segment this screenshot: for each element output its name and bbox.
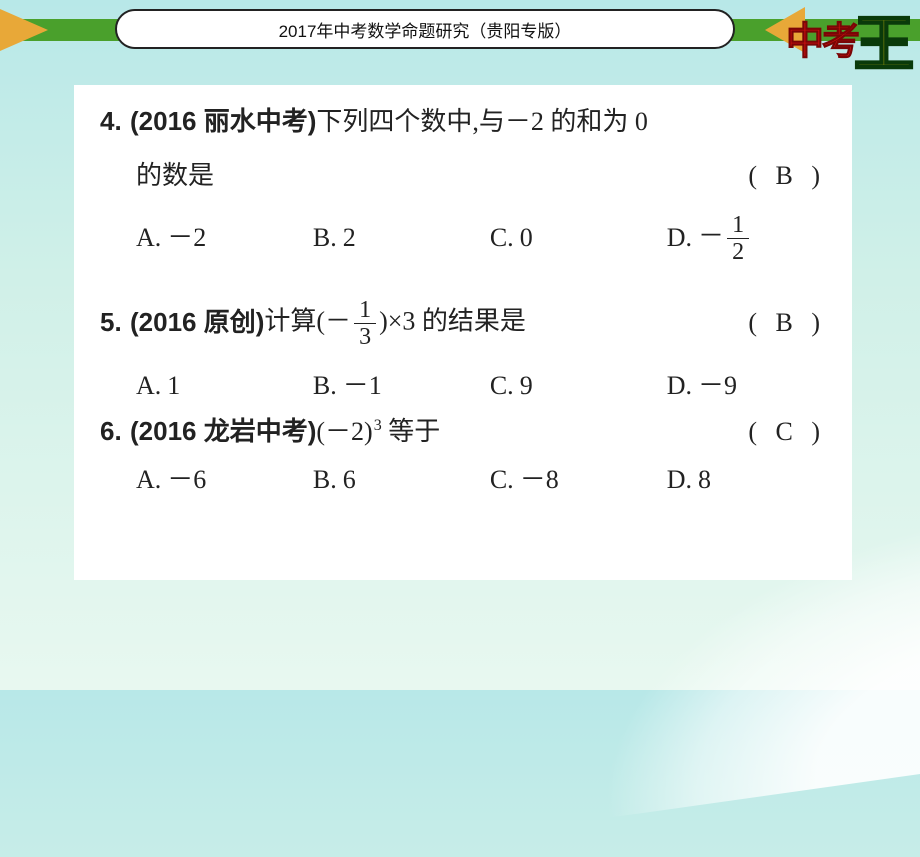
opt-label: B. [313, 371, 337, 401]
q6-exp: 3 [374, 417, 382, 434]
q6-opt-D: D. 8 [667, 465, 826, 495]
opt-value: －9 [698, 371, 737, 401]
q4-answer: ( B ) [748, 161, 826, 191]
q5-source: (2016 原创) [130, 308, 264, 338]
q6-base: (－2) [316, 417, 372, 446]
frac-num: 1 [354, 298, 376, 324]
q5-number: 5. [100, 308, 130, 338]
opt-value: 2 [343, 223, 356, 253]
neg-sign: － [698, 221, 724, 250]
q4-line2: 的数是 ( B ) [100, 161, 826, 191]
q6-expr: (－2)3 等于 [316, 417, 440, 447]
q5-post: )×3 的结果是 [379, 306, 526, 335]
q5-line1: 5. (2016 原创) 计算(－13)×3 的结果是 ( B ) [100, 298, 826, 349]
opt-label: A. [136, 223, 161, 253]
q4-opt-C: C. 0 [490, 223, 667, 253]
q5-opt-C: C. 9 [490, 371, 667, 401]
q4-opt-A: A. －2 [136, 223, 313, 253]
q4-options: A. －2 B. 2 C. 0 D. －12 [100, 213, 826, 264]
q4-opt-D: D. －12 [667, 213, 826, 264]
question-6: 6. (2016 龙岩中考) (－2)3 等于 ( C ) A. －6 B. 6… [100, 417, 826, 495]
q4-text1: 下列四个数中,与－2 的和为 0 [316, 107, 648, 137]
frac-den: 2 [727, 239, 749, 264]
content-card: 4. (2016 丽水中考) 下列四个数中,与－2 的和为 0 的数是 ( B … [74, 85, 852, 580]
opt-value: －8 [520, 465, 559, 495]
opt-label: D. [667, 371, 692, 401]
question-5: 5. (2016 原创) 计算(－13)×3 的结果是 ( B ) A. 1 B… [100, 298, 826, 401]
opt-label: B. [313, 223, 337, 253]
opt-value: －1 [343, 371, 382, 401]
opt-label: C. [490, 223, 514, 253]
q6-line1: 6. (2016 龙岩中考) (－2)3 等于 ( C ) [100, 417, 826, 447]
frac-den: 3 [354, 324, 376, 349]
brand-logo: 中考 王 [786, 9, 914, 65]
logo-text-wang: 王 [854, 0, 914, 83]
q4-source: (2016 丽水中考) [130, 107, 316, 137]
q6-opt-B: B. 6 [313, 465, 490, 495]
opt-value: －6 [167, 465, 206, 495]
opt-value: －2 [167, 223, 206, 253]
q4-text2: 的数是 [136, 161, 214, 191]
opt-value: －12 [698, 213, 752, 264]
opt-label: A. [136, 371, 161, 401]
fraction: 13 [354, 298, 376, 349]
question-4: 4. (2016 丽水中考) 下列四个数中,与－2 的和为 0 的数是 ( B … [100, 107, 826, 264]
q5-pre: 计算(－ [264, 306, 351, 335]
q4-opt-B: B. 2 [313, 223, 490, 253]
q5-expr: 计算(－13)×3 的结果是 [264, 298, 526, 349]
q5-opt-A: A. 1 [136, 371, 313, 401]
q6-number: 6. [100, 417, 130, 447]
opt-value: 9 [520, 371, 533, 401]
opt-label: C. [490, 371, 514, 401]
header-title-pill: 2017年中考数学命题研究（贵阳专版） [115, 9, 735, 49]
opt-label: D. [667, 223, 692, 253]
fraction: 12 [727, 213, 749, 264]
opt-value: 6 [343, 465, 356, 495]
q6-answer: ( C ) [748, 417, 826, 447]
opt-value: 1 [167, 371, 180, 401]
q6-opt-C: C. －8 [490, 465, 667, 495]
q5-opt-B: B. －1 [313, 371, 490, 401]
logo-text-cn: 中考 [786, 10, 858, 65]
q6-source: (2016 龙岩中考) [130, 417, 316, 447]
q5-answer: ( B ) [748, 308, 826, 338]
q4-number: 4. [100, 107, 130, 137]
opt-value: 0 [520, 223, 533, 253]
q6-post: 等于 [382, 417, 441, 446]
q5-options: A. 1 B. －1 C. 9 D. －9 [100, 371, 826, 401]
opt-label: B. [313, 465, 337, 495]
q5-opt-D: D. －9 [667, 371, 826, 401]
header: 2017年中考数学命题研究（贵阳专版） 中考 王 [0, 15, 920, 55]
q6-options: A. －6 B. 6 C. －8 D. 8 [100, 465, 826, 495]
q6-opt-A: A. －6 [136, 465, 313, 495]
opt-label: C. [490, 465, 514, 495]
q4-line1: 4. (2016 丽水中考) 下列四个数中,与－2 的和为 0 [100, 107, 826, 137]
header-title: 2017年中考数学命题研究（贵阳专版） [279, 17, 572, 42]
opt-value: 8 [698, 465, 711, 495]
header-accent-left [0, 9, 48, 51]
opt-label: A. [136, 465, 161, 495]
frac-num: 1 [727, 213, 749, 239]
opt-label: D. [667, 465, 692, 495]
